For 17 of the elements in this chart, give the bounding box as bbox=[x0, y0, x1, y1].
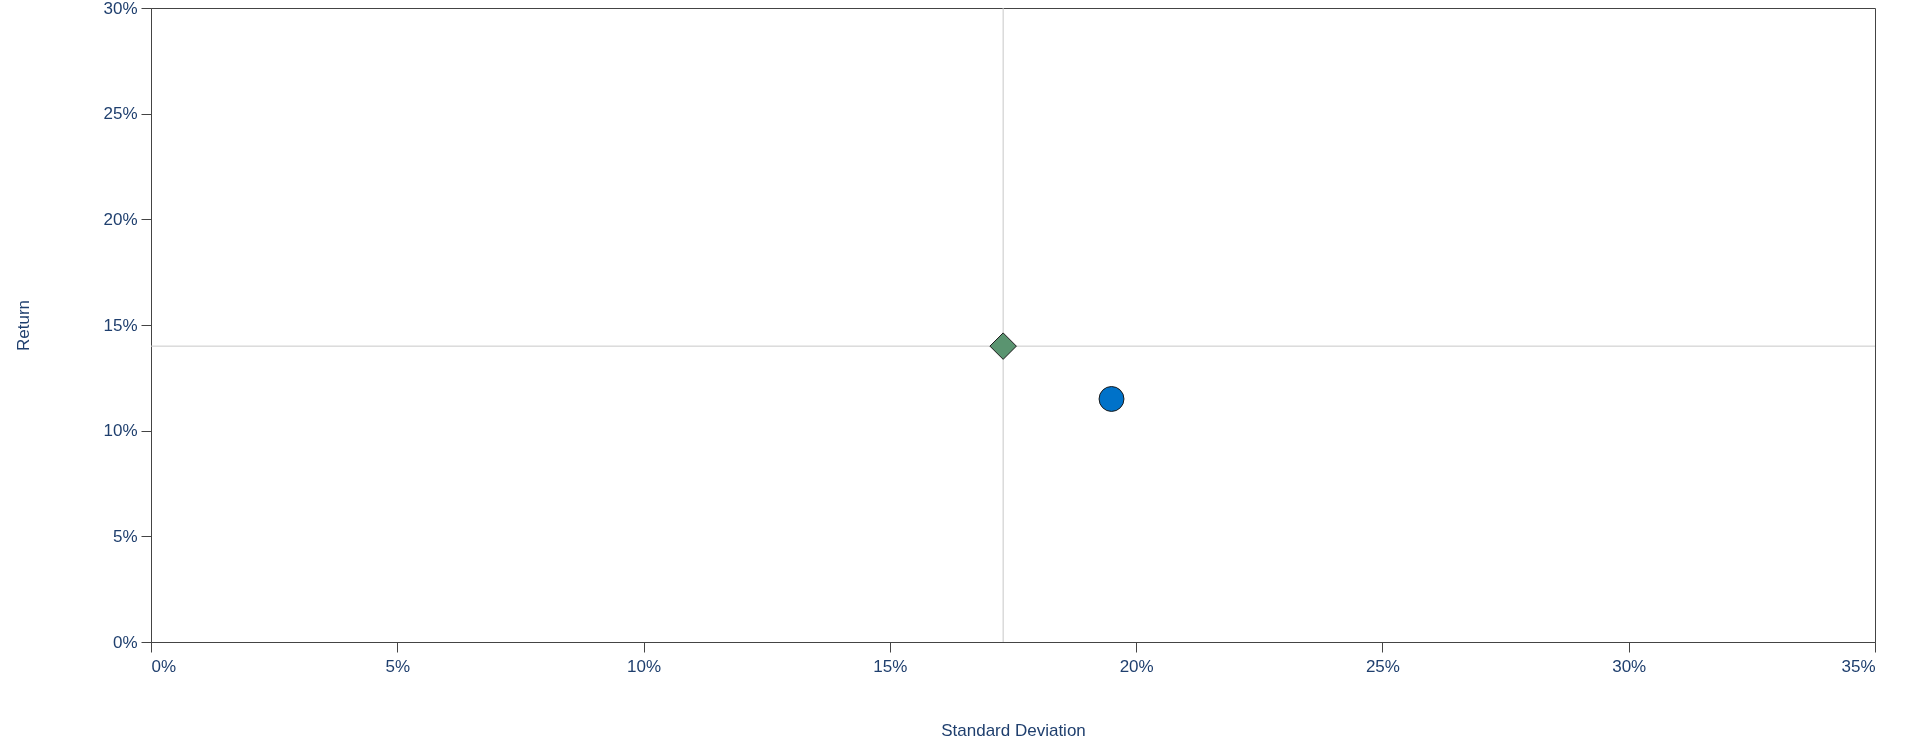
x-tick-label: 35% bbox=[1841, 656, 1876, 676]
x-tick-label: 0% bbox=[151, 656, 177, 676]
y-tick-label: 10% bbox=[103, 421, 138, 441]
y-tick-label: 5% bbox=[112, 526, 138, 546]
y-tick-label: 20% bbox=[103, 209, 138, 229]
x-tick-label: 30% bbox=[1612, 656, 1647, 676]
y-tick-label: 30% bbox=[103, 0, 138, 18]
x-tick-label: 10% bbox=[627, 656, 662, 676]
x-axis-title: Standard Deviation bbox=[941, 720, 1086, 740]
x-tick-label: 15% bbox=[873, 656, 908, 676]
y-tick-label: 15% bbox=[103, 315, 138, 335]
x-tick-label: 5% bbox=[385, 656, 411, 676]
x-tick-label: 25% bbox=[1365, 656, 1400, 676]
y-tick-label: 0% bbox=[112, 632, 138, 652]
y-tick-label: 25% bbox=[103, 104, 138, 124]
y-axis-title: Return bbox=[14, 299, 34, 352]
x-tick-label: 20% bbox=[1119, 656, 1154, 676]
